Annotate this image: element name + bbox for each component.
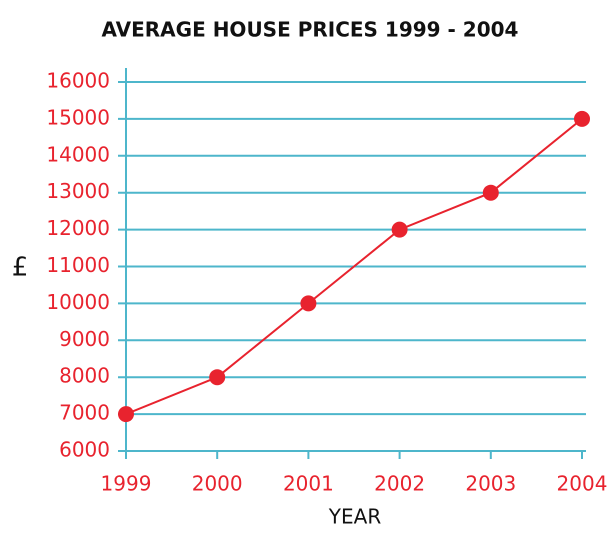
y-tick-label: 9000 bbox=[59, 327, 110, 351]
y-tick-label: 16000 bbox=[46, 69, 110, 93]
line bbox=[125, 118, 583, 416]
x-tick-label: 2003 bbox=[465, 472, 516, 496]
point bbox=[391, 221, 408, 238]
x-tick-label: 2004 bbox=[557, 472, 608, 496]
point bbox=[482, 184, 499, 201]
point bbox=[118, 406, 134, 423]
y-tick-label: 8000 bbox=[59, 364, 110, 388]
y-tick-label: 7000 bbox=[59, 401, 110, 425]
y-tick-label: 11000 bbox=[46, 253, 110, 277]
x-tick-label: 1999 bbox=[101, 472, 152, 496]
x-axis-label: YEAR bbox=[328, 505, 382, 529]
x-tick-label: 2000 bbox=[192, 472, 243, 496]
x-tick-label: 2001 bbox=[283, 472, 334, 496]
y-tick-label: 12000 bbox=[46, 216, 110, 240]
point bbox=[209, 369, 226, 386]
y-tick-label: 6000 bbox=[59, 438, 110, 462]
x-tick-label: 2002 bbox=[374, 472, 425, 496]
y-tick-label: 14000 bbox=[46, 142, 110, 166]
y-tick-label: 13000 bbox=[46, 179, 110, 203]
y-tick-label: 15000 bbox=[46, 105, 110, 129]
chart-title: AVERAGE HOUSE PRICES 1999 - 2004 bbox=[102, 18, 519, 42]
y-axis-label: £ bbox=[12, 253, 29, 283]
y-tick-label: 10000 bbox=[46, 290, 110, 314]
point bbox=[574, 110, 590, 127]
point bbox=[300, 295, 317, 312]
